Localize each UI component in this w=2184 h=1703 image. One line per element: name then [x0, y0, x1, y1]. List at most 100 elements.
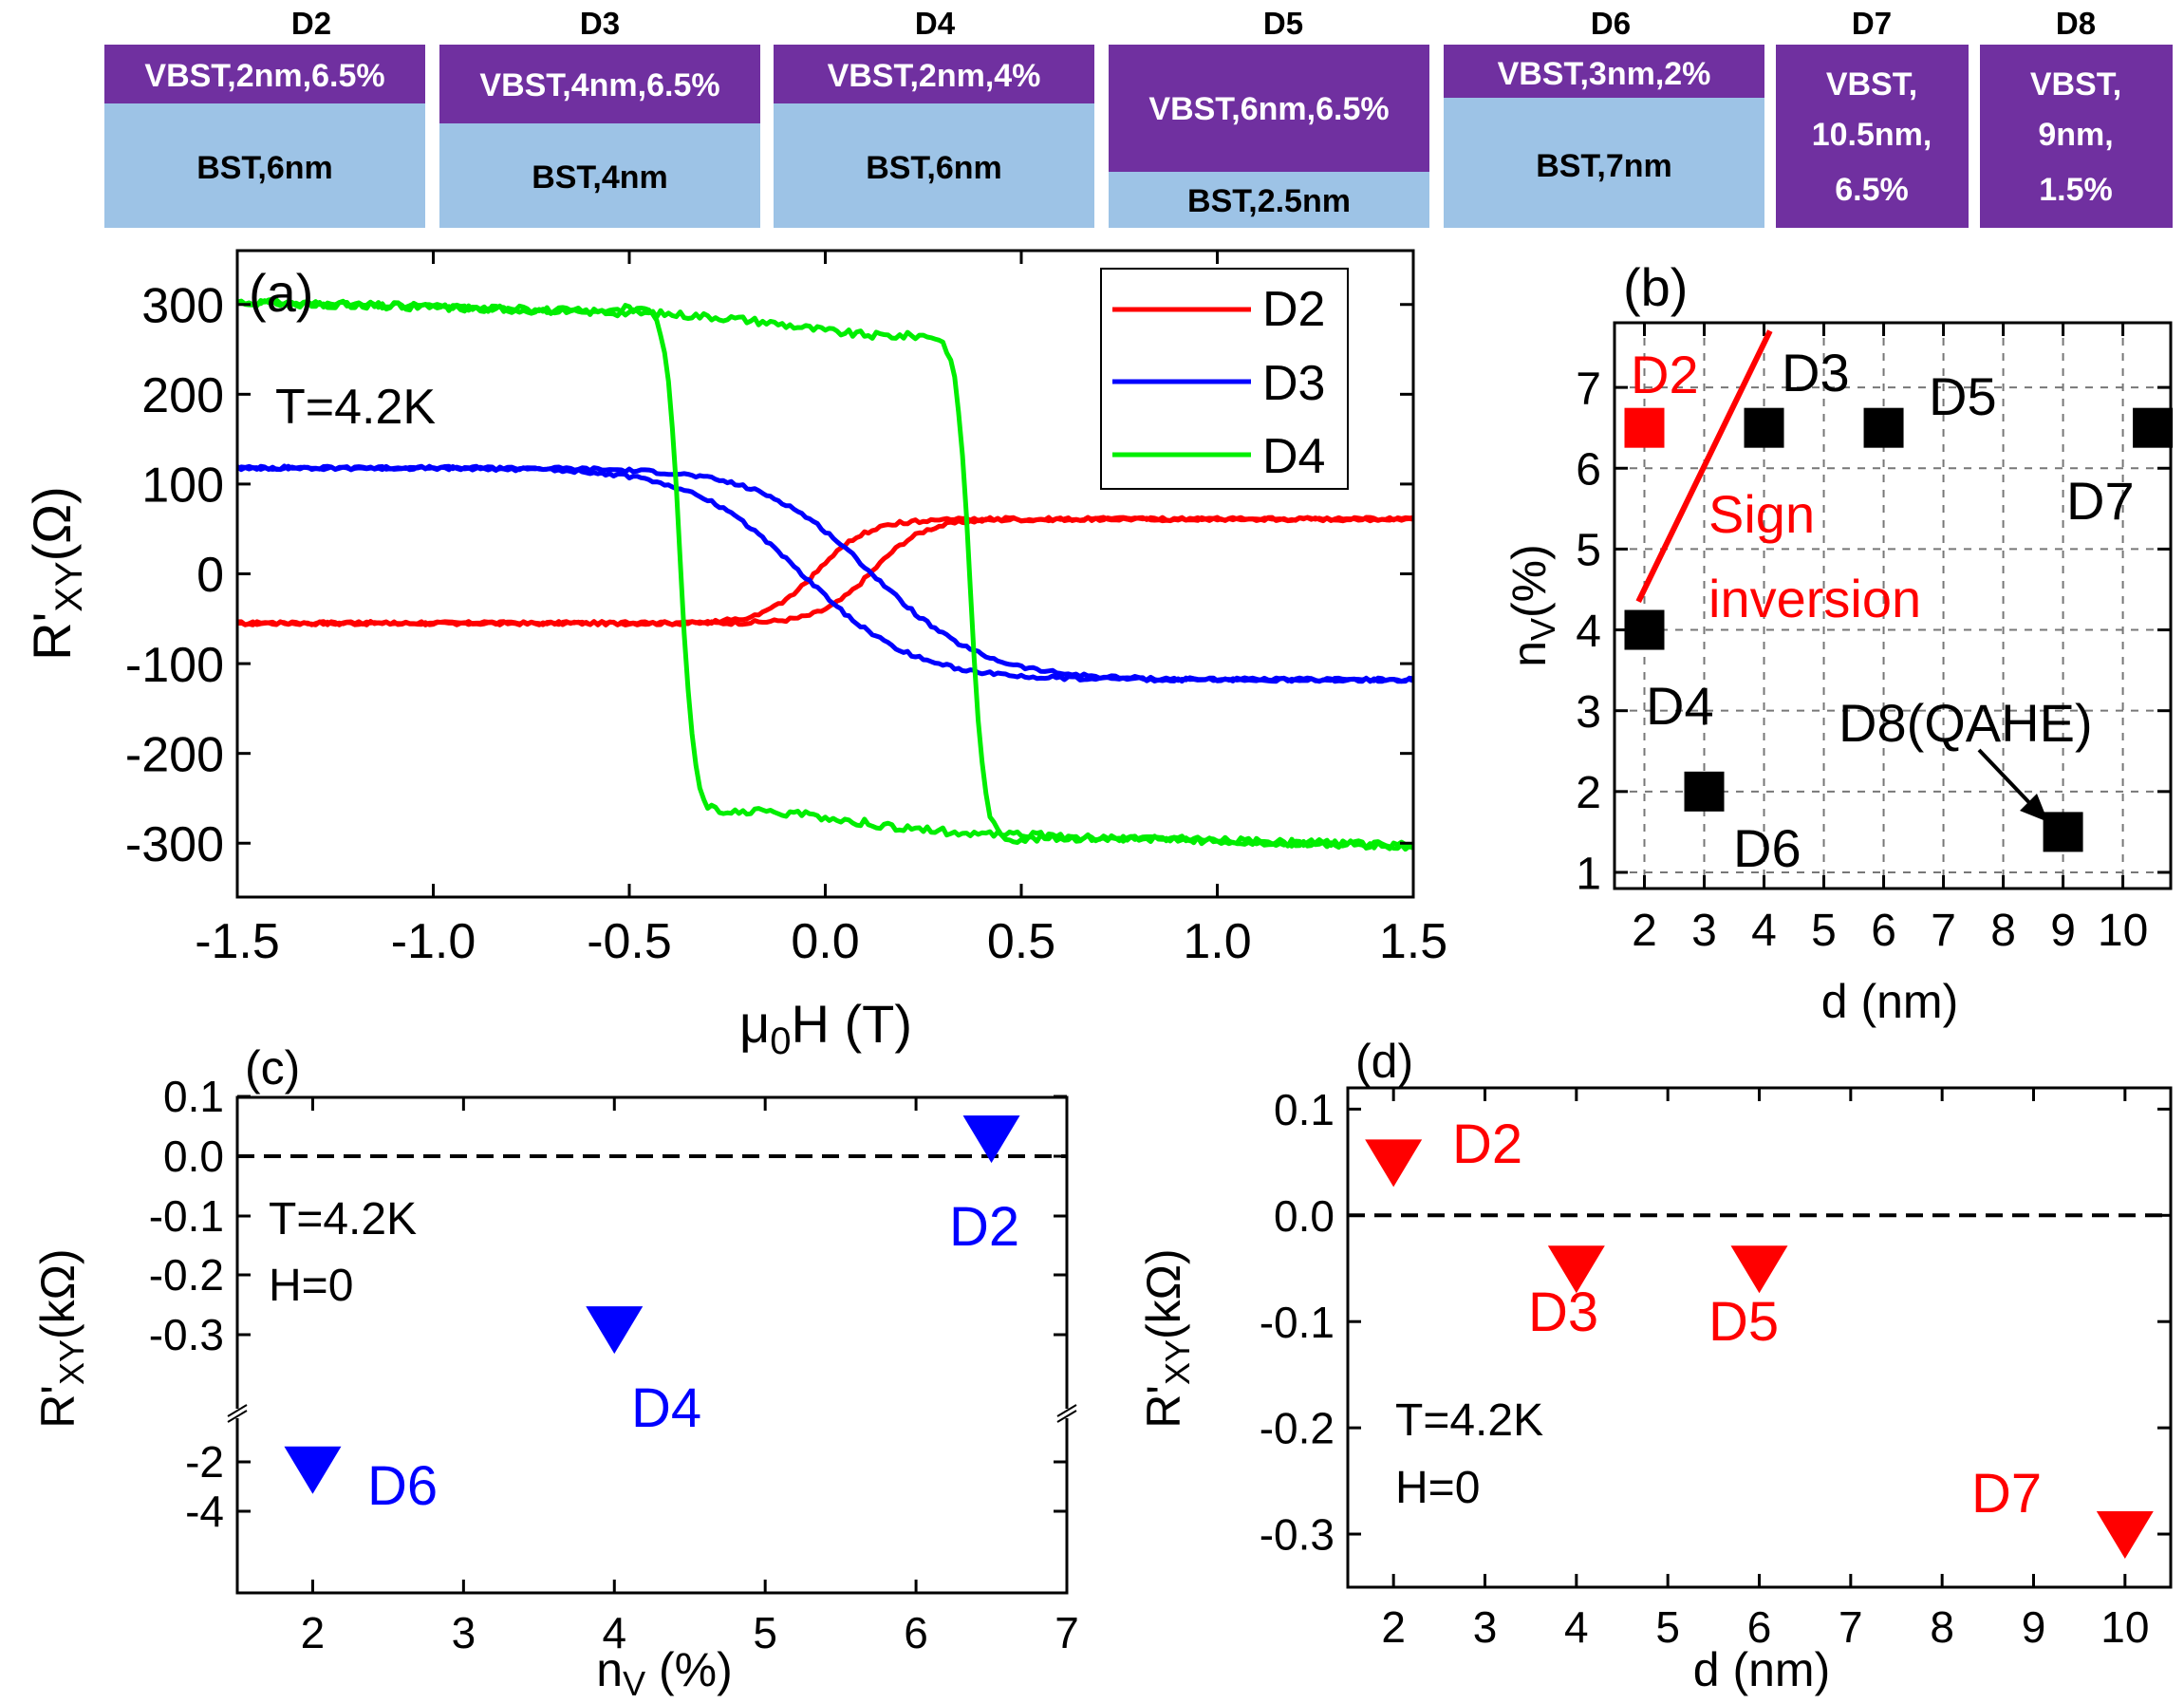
qahe-arrow-head	[2020, 794, 2048, 822]
x-tick-label: 6	[1871, 906, 1896, 956]
y-tick-label: -2	[185, 1437, 224, 1487]
bst-layer-label: BST,7nm	[1536, 148, 1672, 184]
data-point-d7	[2133, 407, 2174, 448]
x-tick-label: 10	[2098, 906, 2148, 956]
data-point-d5	[1863, 407, 1904, 448]
y-tick-label: 0.1	[1274, 1085, 1335, 1134]
legend-label-d4: D4	[1262, 429, 1325, 484]
panel-a: -1.5 -1.0 -0.5 0.0 0.5 1.0 1.5 -300 -200 -100 0 100…	[22, 249, 1447, 1062]
y-tick-label: 2	[1576, 768, 1601, 818]
y-tick-label: 0.1	[163, 1072, 224, 1121]
y-tick-label: -0.3	[149, 1310, 224, 1359]
y-tick-label: 7	[1576, 364, 1601, 414]
vbst-layer	[1444, 45, 1764, 98]
point-label-d4: D4	[1646, 676, 1714, 736]
axis-break-gap-right	[1057, 1409, 1078, 1418]
x-tick-label: 9	[2050, 906, 2076, 956]
point-label-d8: D8(QAHE)	[1839, 693, 2093, 753]
device-name-label: D3	[580, 6, 620, 41]
x-tick-label: 4	[1751, 906, 1777, 956]
legend-label-d2: D2	[1262, 282, 1325, 337]
y-tick-label: -0.2	[1260, 1404, 1335, 1453]
point-label-d6: D6	[1733, 818, 1801, 878]
vbst-layer-label: 6.5%	[1835, 172, 1909, 208]
device-name-label: D7	[1852, 6, 1892, 41]
data-point-d6	[1684, 771, 1725, 812]
vbst-layer	[1980, 45, 2173, 228]
vbst-layer	[774, 45, 1094, 103]
device-d5: D5 VBST,6nm,6.5% BST,2.5nm	[1109, 6, 1429, 228]
y-tick-label: 6	[1576, 445, 1601, 496]
y-tick-label: -0.1	[1260, 1298, 1335, 1347]
axis-break-mark	[1056, 1410, 1077, 1423]
axis-break-gap-left	[228, 1409, 249, 1418]
points-b	[1624, 407, 2174, 852]
panel-label: (a)	[249, 263, 313, 323]
vbst-layer	[1109, 45, 1429, 172]
x-tick-label: 2	[1632, 906, 1657, 956]
bst-layer-label: BST,2.5nm	[1187, 183, 1351, 219]
panel-label: (c)	[245, 1041, 300, 1095]
legend-box	[1100, 268, 1349, 490]
plot-frame-c	[235, 1095, 1069, 1595]
y-tick-label: 1	[1576, 849, 1601, 899]
legend: D2 D3 D4	[1100, 268, 1349, 490]
device-name-label: D6	[1591, 6, 1631, 41]
data-point-d2	[1365, 1139, 1423, 1188]
y-tick-label: 200	[141, 368, 224, 423]
point-label-d5: D5	[1708, 1291, 1779, 1353]
series-line-d3	[235, 463, 1414, 684]
y-tick-label: -300	[125, 817, 224, 872]
temperature-annotation: T=4.2K	[269, 1194, 417, 1244]
x-tick-label: 0.0	[791, 914, 859, 969]
axis-break-mark	[227, 1404, 248, 1417]
x-tick-label: 7	[1931, 906, 1956, 956]
y-tick-label: -0.1	[149, 1191, 224, 1241]
data-point-d3	[1744, 407, 1784, 448]
y-tick-label: -4	[185, 1487, 224, 1536]
ticks-d: 2 3 4 5 6 7 8 9 10 0.1 0.0 -0.1 -0.2 -0.3	[1260, 1085, 2171, 1652]
bst-layer-label: BST,4nm	[532, 159, 668, 196]
data-point-d6	[284, 1446, 342, 1494]
bst-layer	[104, 103, 425, 228]
data-point-d2	[962, 1115, 1020, 1164]
x-tick-label: 5	[1655, 1602, 1680, 1652]
x-tick-label: 4	[1564, 1602, 1589, 1652]
vbst-layer-label: VBST,2nm,4%	[828, 58, 1041, 94]
y-axis-label: R'XY(kΩ)	[31, 1248, 91, 1428]
data-point-d8qahe	[2043, 812, 2083, 852]
x-tick-label: 1.5	[1379, 914, 1447, 969]
points-c	[284, 1115, 1020, 1494]
y-tick-label: 0	[196, 548, 224, 603]
y-axis-label: R'XY(kΩ)	[1137, 1248, 1197, 1428]
x-tick-label: 3	[452, 1608, 476, 1657]
point-label-d2: D2	[1631, 345, 1699, 404]
series-line-d2	[236, 515, 1414, 627]
bst-layer	[1109, 172, 1429, 228]
device-d8: D8 VBST, 9nm, 1.5%	[1980, 6, 2173, 228]
point-label-d4: D4	[631, 1377, 701, 1439]
data-point-d4	[586, 1306, 644, 1355]
x-tick-label: 9	[2022, 1602, 2046, 1652]
x-tick-label: 2	[301, 1608, 326, 1657]
x-axis-label: μ0H (T)	[739, 994, 912, 1062]
point-label-d7: D7	[2066, 471, 2135, 531]
x-axis-label: nV (%)	[596, 1643, 732, 1703]
x-tick-label: 1.0	[1183, 914, 1251, 969]
device-d7: D7 VBST, 10.5nm, 6.5%	[1776, 6, 1969, 228]
x-tick-label: 2	[1381, 1602, 1406, 1652]
point-label-d5: D5	[1929, 366, 1997, 426]
x-tick-label: 5	[1811, 906, 1837, 956]
points-d	[1365, 1139, 2154, 1560]
x-tick-label: 3	[1473, 1602, 1498, 1652]
ticks-a: -1.5 -1.0 -0.5 0.0 0.5 1.0 1.5 -300 -200 -100 0 100…	[125, 251, 1447, 969]
y-tick-label: 100	[141, 458, 224, 514]
x-axis-label: d (nm)	[1693, 1643, 1830, 1696]
series-line-d3	[235, 463, 1414, 684]
bst-layer	[1444, 98, 1764, 228]
y-tick-label: 5	[1576, 526, 1601, 576]
y-tick-label: 3	[1576, 687, 1601, 738]
vbst-layer-label: VBST,4nm,6.5%	[479, 67, 719, 103]
x-tick-label: 10	[2100, 1602, 2149, 1652]
